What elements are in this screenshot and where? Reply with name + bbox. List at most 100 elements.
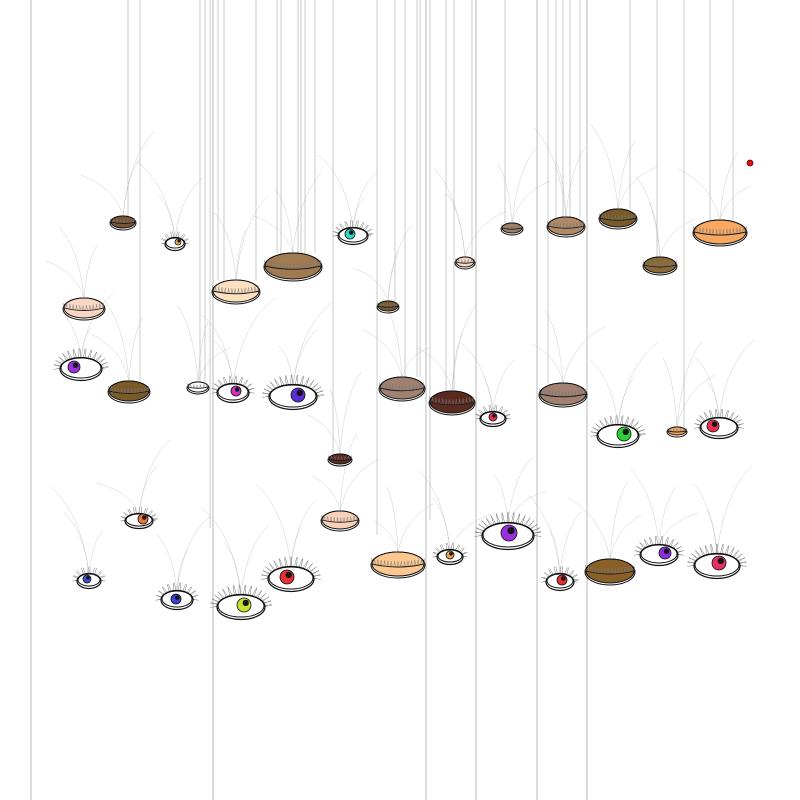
eyelash	[722, 229, 724, 235]
thread-line	[617, 342, 658, 426]
eyelash	[313, 261, 315, 268]
eyelash	[354, 220, 358, 229]
eyelash	[196, 384, 198, 389]
eyelash	[720, 544, 723, 555]
eyelid	[667, 426, 687, 436]
eyelash	[500, 406, 504, 414]
eyelash	[520, 224, 523, 229]
eyelash	[541, 388, 543, 395]
eyelash	[595, 423, 603, 429]
eyelash	[450, 542, 453, 551]
eyelash	[561, 391, 563, 397]
closed-eye	[500, 222, 524, 236]
eyelash	[265, 566, 274, 572]
eyelash	[582, 221, 584, 227]
eyelash	[594, 567, 597, 573]
eyelash	[733, 549, 740, 558]
eyelash	[134, 388, 136, 394]
thread-line	[648, 201, 661, 258]
thread-line	[401, 346, 431, 378]
eyelash	[384, 383, 387, 390]
thread-line	[292, 172, 322, 254]
thread-line	[373, 520, 399, 553]
eyelash	[138, 506, 141, 515]
eyelash	[203, 384, 205, 388]
thread-line	[352, 267, 389, 302]
eyelash	[346, 517, 348, 522]
eyelash	[357, 220, 359, 229]
thread-line	[339, 458, 380, 512]
eyelash	[309, 262, 311, 268]
eyelash	[190, 590, 197, 596]
eyelash	[627, 214, 629, 220]
eyelash	[479, 409, 485, 415]
open-eye	[633, 535, 685, 567]
eyelash	[92, 304, 94, 311]
thread-line	[555, 161, 567, 218]
eyelash	[340, 456, 342, 461]
eyelash	[523, 518, 530, 526]
eyelash	[659, 262, 662, 268]
eyelash	[572, 223, 574, 228]
eyelash	[315, 390, 324, 395]
closed-eye	[109, 215, 137, 231]
eyelash	[603, 568, 606, 574]
eyelash	[327, 516, 329, 522]
thread-line	[507, 490, 547, 524]
eyelash	[544, 572, 551, 577]
pupil	[177, 239, 181, 243]
eyelash	[613, 568, 616, 574]
eyelash	[310, 261, 312, 268]
eyelash	[464, 259, 467, 264]
eyelash	[616, 415, 619, 426]
eyelash	[434, 397, 437, 404]
eyelash	[62, 352, 68, 362]
eyelash	[473, 258, 476, 263]
eyelash	[584, 565, 587, 572]
eyelash	[82, 305, 84, 311]
thread-line	[617, 166, 658, 210]
eyelash	[89, 349, 93, 360]
eyelash	[386, 303, 389, 308]
eyelash	[656, 536, 659, 546]
eyelash	[673, 428, 675, 432]
eyelash	[455, 544, 459, 551]
eyelash	[110, 386, 112, 392]
pupil	[492, 414, 496, 418]
eyelash	[96, 570, 101, 576]
eyelash	[639, 542, 647, 549]
eyelash	[576, 222, 578, 228]
eyelash	[607, 214, 610, 220]
eyelash	[381, 382, 383, 389]
eyelash	[495, 513, 499, 525]
eyelash	[704, 545, 708, 556]
eyelash	[113, 218, 115, 223]
eyelash	[211, 599, 220, 603]
eyelash	[571, 390, 574, 397]
thread-line	[307, 414, 341, 455]
eyelash	[726, 545, 730, 556]
eyelash	[634, 213, 636, 219]
eyelash	[86, 305, 88, 311]
eyelash	[555, 222, 558, 228]
eyelash	[220, 287, 223, 293]
eyelash	[396, 302, 398, 307]
eyelash	[82, 305, 85, 311]
pupil	[717, 557, 724, 565]
eyelash	[407, 560, 410, 567]
eyelash	[274, 378, 279, 388]
eyelash	[335, 226, 341, 233]
eyelash	[360, 222, 365, 230]
eyelash	[410, 560, 412, 567]
eyelash	[478, 409, 483, 416]
eyelash	[666, 537, 669, 546]
eyelash	[668, 539, 674, 547]
eyelash	[141, 387, 143, 393]
eyelid	[455, 256, 475, 268]
eyelash	[517, 225, 519, 229]
thread-line	[235, 229, 247, 281]
eyelash	[699, 547, 706, 556]
eyelash	[112, 218, 114, 223]
eyelash	[568, 570, 574, 576]
